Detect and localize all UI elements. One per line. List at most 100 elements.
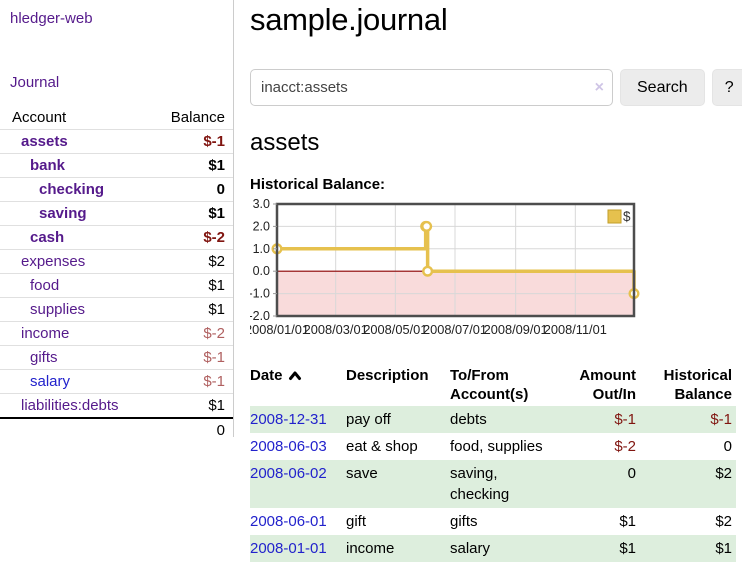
svg-text:$: $	[623, 209, 631, 224]
transaction-amount: $-2	[614, 438, 636, 455]
search-form: × Search ?	[250, 69, 742, 106]
historical-balance-chart-svg: 3.0 2.0 1.0 0.0 -1.0 -2.02008/01/012008/03/01…	[245, 197, 640, 337]
account-column-header: Account	[12, 109, 67, 126]
clear-search-icon[interactable]: ×	[594, 78, 604, 96]
account-balance: $-1	[152, 345, 233, 370]
svg-text:2008/03/01: 2008/03/01	[304, 322, 368, 337]
account-row: gifts $-1	[0, 345, 233, 370]
accounts-total-row: 0	[0, 417, 233, 442]
account-balance: $1	[152, 153, 233, 178]
account-link[interactable]: supplies	[30, 301, 86, 318]
transaction-description: income	[346, 540, 395, 557]
transaction-row: 2008-06-02 save saving, checking 0 $2	[250, 460, 736, 508]
app-layout: hledger-web Journal Account Balance asse…	[0, 0, 742, 562]
svg-text:2008/05/01: 2008/05/01	[363, 322, 427, 337]
page-title: sample.journal	[250, 2, 448, 37]
account-row: saving $1	[0, 201, 233, 226]
register-header-accounts: To/From Account(s)	[450, 367, 529, 403]
transaction-date-link[interactable]: 2008-12-31	[250, 411, 327, 428]
svg-text:2008/07/01: 2008/07/01	[423, 322, 487, 337]
transaction-date-link[interactable]: 2008-06-01	[250, 513, 327, 530]
account-balance: $-1	[152, 369, 233, 394]
account-row: expenses $2	[0, 249, 233, 274]
svg-text:1.0: 1.0	[253, 242, 270, 256]
app-title-link[interactable]: hledger-web	[10, 10, 93, 27]
transaction-accounts: saving, checking	[450, 465, 510, 503]
account-link[interactable]: income	[21, 325, 70, 342]
main-content: sample.journal × Search ? assets Histori…	[234, 0, 742, 562]
account-balance: $1	[152, 273, 233, 298]
transaction-description: eat & shop	[346, 438, 418, 455]
transaction-amount: $1	[619, 540, 636, 557]
account-link[interactable]: assets	[21, 133, 68, 150]
accounts-table: Account Balance assets $-1 bank $1 check…	[0, 106, 233, 442]
transaction-date-link[interactable]: 2008-06-02	[250, 465, 327, 482]
svg-text:2008/01/01: 2008/01/01	[250, 322, 309, 337]
account-link[interactable]: bank	[30, 157, 66, 174]
transaction-date-link[interactable]: 2008-06-03	[250, 438, 327, 455]
register-header-row: Date Description To/From Account(s) Amou…	[250, 364, 736, 406]
account-link[interactable]: expenses	[21, 253, 86, 270]
account-link[interactable]: liabilities:debts	[21, 397, 119, 414]
account-row: cash $-2	[0, 225, 233, 250]
transaction-balance: $2	[715, 513, 732, 530]
account-row: income $-2	[0, 321, 233, 346]
svg-text:3.0: 3.0	[253, 198, 270, 211]
svg-text:2008/09/01: 2008/09/01	[484, 322, 548, 337]
register-header-description: Description	[346, 367, 429, 384]
transaction-amount: 0	[627, 465, 636, 482]
sort-ascending-icon	[288, 371, 301, 380]
transaction-amount: $-1	[614, 411, 636, 428]
account-balance: $1	[152, 393, 233, 418]
transaction-balance: $2	[715, 465, 732, 482]
transaction-balance: $-1	[710, 411, 732, 428]
register-header-balance: Historical Balance	[663, 367, 732, 403]
account-link[interactable]: saving	[39, 205, 87, 222]
account-balance: $1	[152, 201, 233, 226]
transaction-description: save	[346, 465, 378, 482]
account-row: food $1	[0, 273, 233, 298]
transaction-accounts: salary	[450, 540, 491, 557]
account-row: bank $1	[0, 153, 233, 178]
svg-text:-2.0: -2.0	[250, 309, 270, 323]
accounts-total-value: 0	[152, 417, 233, 442]
sidebar-item-journal[interactable]: Journal	[10, 74, 60, 91]
transaction-balance: 0	[723, 438, 732, 455]
transaction-row: 2008-01-01 income salary $1 $1	[250, 535, 736, 562]
account-balance: $-2	[152, 321, 233, 346]
account-balance: $-1	[152, 129, 233, 154]
historical-balance-chart: 3.0 2.0 1.0 0.0 -1.0 -2.0 2008/01/01 2008/03/01…	[245, 197, 742, 349]
account-link[interactable]: food	[30, 277, 60, 294]
transaction-accounts: debts	[450, 411, 487, 428]
transaction-accounts: food, supplies	[450, 438, 543, 455]
account-row: liabilities:debts $1	[0, 393, 233, 418]
balance-column-header: Balance	[170, 109, 225, 126]
account-row: checking 0	[0, 177, 233, 202]
account-balance: $2	[152, 249, 233, 274]
register-table: Date Description To/From Account(s) Amou…	[250, 364, 736, 562]
transaction-row: 2008-06-03 eat & shop food, supplies $-2…	[250, 433, 736, 460]
account-link[interactable]: salary	[30, 373, 71, 390]
svg-text:-1.0: -1.0	[250, 287, 270, 301]
svg-text:2008/11/01: 2008/11/01	[544, 322, 607, 337]
transaction-row: 2008-12-31 pay off debts $-1 $-1	[250, 406, 736, 433]
account-row: supplies $1	[0, 297, 233, 322]
account-link[interactable]: cash	[30, 229, 65, 246]
register-header-date[interactable]: Date	[250, 364, 346, 406]
chart-title: Historical Balance:	[250, 176, 386, 193]
accounts-table-header-row: Account Balance	[0, 106, 233, 130]
transaction-date-link[interactable]: 2008-01-01	[250, 540, 327, 557]
account-balance: $-2	[152, 225, 233, 250]
transaction-description: pay off	[346, 411, 391, 428]
help-button[interactable]: ?	[711, 69, 742, 106]
transaction-balance: $1	[715, 540, 732, 557]
transaction-accounts: gifts	[450, 513, 478, 530]
account-heading: assets	[250, 129, 320, 156]
search-input[interactable]	[250, 69, 613, 106]
svg-text:2.0: 2.0	[253, 219, 270, 233]
account-link[interactable]: checking	[39, 181, 105, 198]
search-button[interactable]: Search	[620, 69, 705, 106]
account-row: assets $-1	[0, 129, 233, 154]
transaction-description: gift	[346, 513, 367, 530]
account-link[interactable]: gifts	[30, 349, 58, 366]
